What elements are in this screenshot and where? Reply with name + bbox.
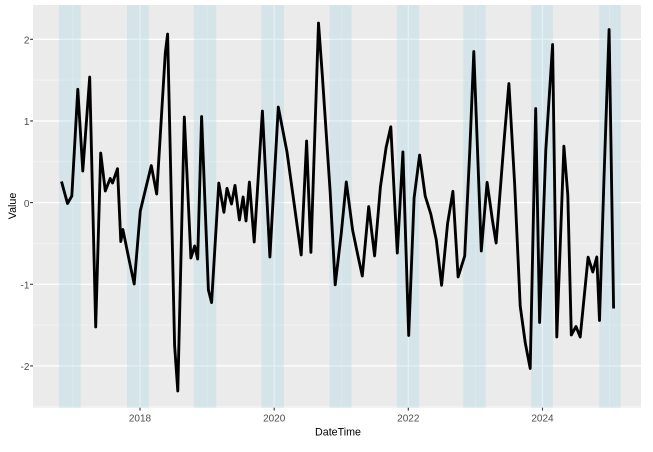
svg-text:0: 0 [24, 199, 30, 210]
svg-text:2: 2 [24, 36, 30, 47]
svg-text:2020: 2020 [263, 414, 286, 425]
svg-text:-1: -1 [20, 280, 29, 291]
svg-text:-2: -2 [20, 362, 29, 373]
svg-text:2024: 2024 [531, 414, 554, 425]
svg-text:DateTime: DateTime [315, 427, 361, 439]
svg-text:2022: 2022 [397, 414, 420, 425]
svg-text:1: 1 [24, 117, 30, 128]
svg-text:Value: Value [7, 193, 19, 220]
svg-text:2018: 2018 [129, 414, 152, 425]
